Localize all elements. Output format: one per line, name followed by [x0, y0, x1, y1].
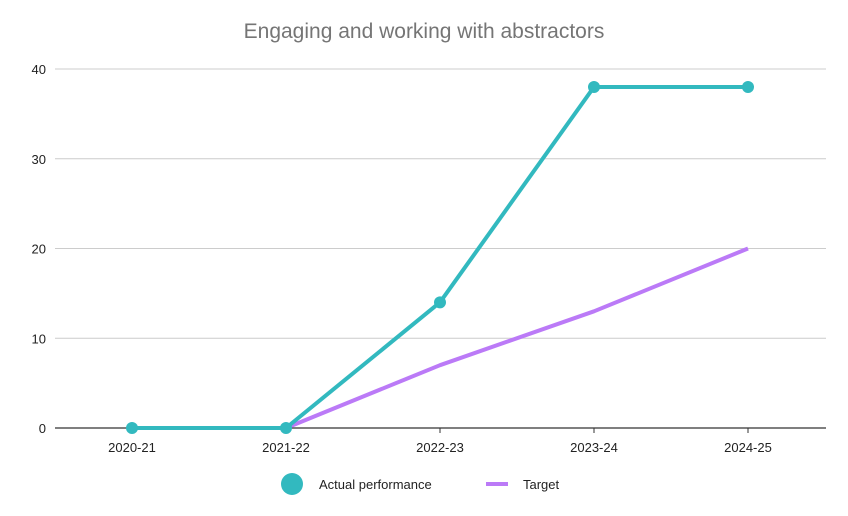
x-tick-label: 2024-25: [724, 440, 772, 455]
y-tick-label: 0: [39, 421, 46, 436]
x-tick-label: 2023-24: [570, 440, 618, 455]
axes: 0 10 20 30 40 2020-21 2021-22 2022-23 2023-24 202…: [32, 62, 826, 455]
chart-title: Engaging and working with abstractors: [244, 20, 605, 43]
series-line-actual-performance: [132, 84, 748, 430]
legend-label-target: Target: [523, 477, 560, 492]
y-tick-label: 20: [32, 242, 46, 257]
legend: Actual performance Target: [281, 473, 560, 495]
y-tick-label: 40: [32, 62, 46, 77]
data-point-actual-performance: [126, 422, 138, 434]
data-point-actual-performance: [742, 80, 754, 93]
data-point-actual-performance: [434, 296, 446, 309]
legend-label-actual-performance: Actual performance: [319, 477, 432, 492]
gridlines: [55, 68, 826, 339]
series-lines: [126, 80, 754, 434]
series-line-target: [285, 246, 749, 430]
data-point-actual-performance: [280, 422, 292, 434]
y-tick-label: 10: [32, 331, 46, 346]
x-tick-label: 2021-22: [262, 440, 310, 455]
x-tick-label: 2022-23: [416, 440, 464, 455]
data-point-actual-performance: [588, 80, 600, 93]
legend-marker-actual-performance: [281, 473, 303, 495]
x-tick-label: 2020-21: [108, 440, 156, 455]
y-tick-label: 30: [32, 152, 46, 167]
